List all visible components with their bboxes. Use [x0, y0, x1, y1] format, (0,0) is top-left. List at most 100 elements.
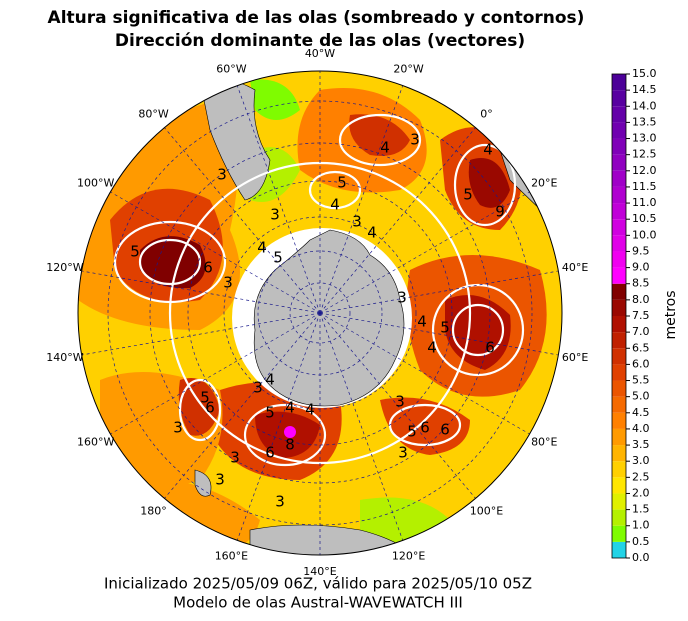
colorbar-tick-label: 2.5	[632, 470, 650, 483]
colorbar-tick-label: 11.5	[632, 180, 657, 193]
wave-area	[250, 79, 300, 120]
longitude-label: 20°E	[531, 177, 557, 190]
colorbar-label: metros	[663, 290, 679, 339]
colorbar-tick-label: 6.5	[632, 341, 650, 354]
colorbar-bin	[612, 219, 626, 236]
colorbar-bin	[612, 154, 626, 171]
colorbar-bin	[612, 122, 626, 139]
contour-label: 5	[337, 174, 347, 192]
title-line: Altura significativa de las olas (sombre…	[48, 8, 585, 28]
colorbar-bin	[612, 493, 626, 510]
meridian	[319, 312, 478, 501]
contour-label: 3	[270, 206, 280, 224]
colorbar-tick-label: 13.0	[632, 132, 657, 145]
colorbar-tick-label: 11.0	[632, 196, 657, 209]
colorbar-tick-label: 14.5	[632, 83, 657, 96]
colorbar-tick-label: 9.5	[632, 244, 650, 257]
wave-area	[468, 158, 510, 208]
colorbar-tick-label: 10.0	[632, 228, 657, 241]
colorbar-bin	[612, 428, 626, 446]
colorbar-bin	[612, 525, 626, 542]
colorbar-tick-label: 0.0	[632, 551, 650, 564]
colorbar-tick-label: 13.5	[632, 115, 657, 128]
colorbar-tick-label: 1.5	[632, 503, 650, 516]
contour	[243, 403, 327, 467]
wave-area	[284, 426, 296, 438]
colorbar-tick-label: 5.0	[632, 390, 650, 403]
contour-label: 3	[223, 274, 233, 292]
wave-area	[445, 295, 511, 370]
longitude-label: 120°W	[46, 261, 83, 274]
colorbar-tick-label: 3.5	[632, 438, 650, 451]
longitude-label: 60°W	[216, 63, 246, 76]
meridian	[235, 312, 321, 544]
meridian	[162, 125, 321, 314]
contour-label: 6	[205, 399, 215, 417]
contour-label: 4	[305, 401, 315, 419]
colorbar-tick-label: 12.0	[632, 164, 657, 177]
meridian	[162, 312, 321, 501]
colorbar-bin	[612, 380, 626, 397]
contour-label: 3	[230, 449, 240, 467]
contour	[453, 143, 517, 227]
colorbar-tick-label: 10.5	[632, 212, 657, 225]
contour-label: 3	[217, 166, 227, 184]
contour-label: 4	[265, 371, 275, 389]
colorbar-bin	[612, 138, 626, 155]
colorbar-bin	[612, 445, 626, 462]
contour-label: 4	[380, 139, 390, 157]
colorbar-bin	[612, 186, 626, 204]
colorbar-tick-label: 4.5	[632, 406, 650, 419]
longitude-label: 40°W	[305, 47, 335, 60]
contour-label: 5	[273, 249, 283, 267]
map-border	[77, 70, 563, 556]
footer-line: Modelo de olas Austral-WAVEWATCH III	[173, 594, 463, 612]
contour-label: 3	[352, 213, 362, 231]
colorbar-tick-label: 0.5	[632, 535, 650, 548]
new-zealand	[194, 469, 212, 497]
contour-label: 3	[173, 419, 183, 437]
colorbar-bin	[612, 396, 626, 413]
colorbar-tick-label: 6.0	[632, 357, 650, 370]
longitude-label: 20°W	[393, 63, 423, 76]
meridian	[78, 312, 321, 356]
south-america	[199, 78, 271, 201]
colorbar-tick-label: 7.5	[632, 309, 650, 322]
longitude-label: 60°E	[562, 351, 588, 364]
colorbar-bin	[612, 541, 626, 558]
colorbar-tick-label: 8.0	[632, 293, 650, 306]
longitude-label: 180°	[140, 504, 167, 517]
meridian	[235, 82, 321, 314]
contour-label: 6	[203, 259, 213, 277]
longitude-label: 80°E	[531, 436, 557, 449]
contour	[451, 303, 505, 357]
colorbar-tick-label: 2.0	[632, 486, 650, 499]
contour-label: 8	[285, 436, 295, 454]
colorbar-tick-label: 15.0	[632, 67, 657, 80]
wave-area	[349, 114, 410, 156]
graticule	[78, 71, 562, 555]
footer-line: Inicializado 2025/05/09 06Z, válido para…	[104, 575, 532, 593]
colorbar-bin	[612, 509, 626, 526]
contour	[178, 378, 222, 442]
colorbar-bin	[612, 348, 626, 365]
contour-label: 3	[275, 493, 285, 511]
longitude-label: 160°E	[215, 549, 248, 562]
longitude-label: 120°E	[392, 549, 425, 562]
contour	[308, 170, 362, 210]
contour-label: 5	[463, 186, 473, 204]
colorbar-bin	[612, 477, 626, 494]
contour-label: 3	[215, 471, 225, 489]
colorbar-bin	[612, 106, 626, 123]
colorbar-bin	[612, 90, 626, 107]
contour-label: 6	[440, 421, 450, 439]
colorbar-bin	[612, 235, 626, 252]
antarctica	[253, 229, 405, 407]
contour-label: 5	[130, 243, 140, 261]
longitude-label: 160°W	[77, 436, 114, 449]
contour-label: 6	[485, 339, 495, 357]
colorbar-bin	[612, 316, 626, 333]
contour-label: 5	[407, 423, 417, 441]
meridian	[319, 312, 533, 436]
